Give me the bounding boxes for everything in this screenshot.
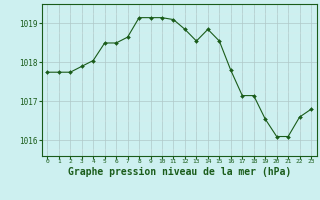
- X-axis label: Graphe pression niveau de la mer (hPa): Graphe pression niveau de la mer (hPa): [68, 167, 291, 177]
